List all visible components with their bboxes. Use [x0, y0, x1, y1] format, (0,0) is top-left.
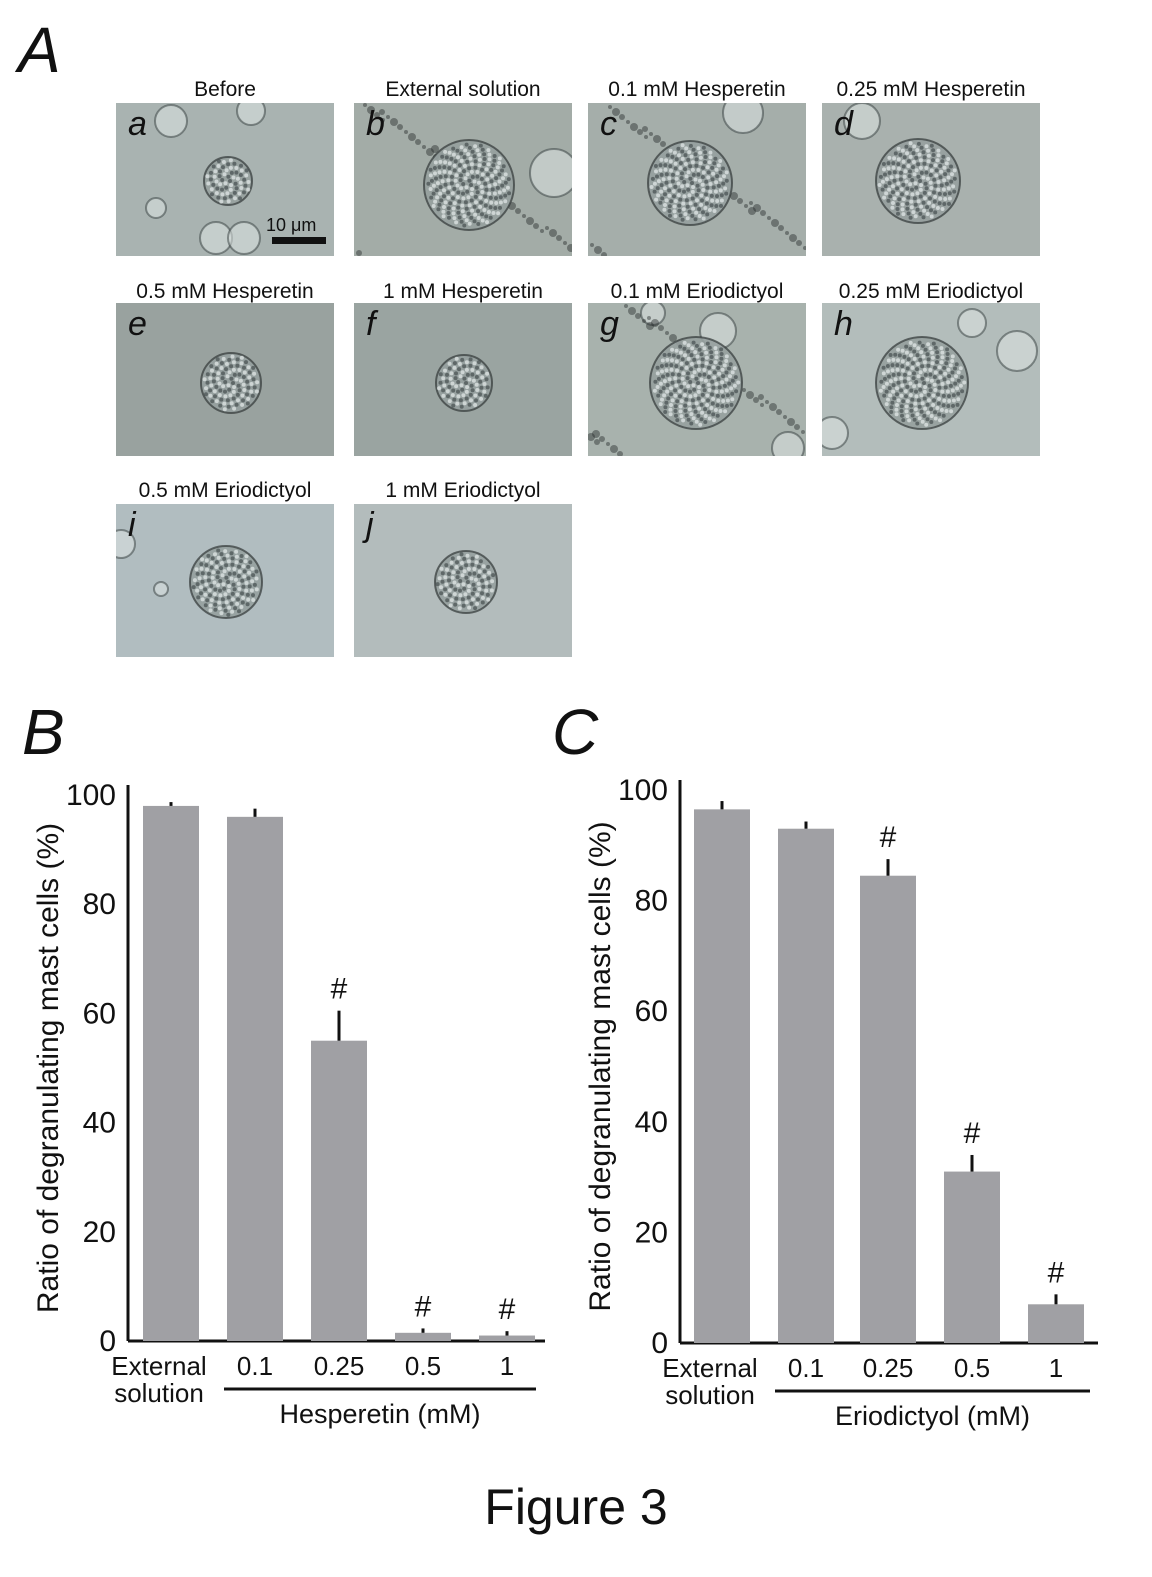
micrograph-label-a: a [128, 105, 147, 143]
micrograph-label-f: f [366, 305, 376, 343]
micrograph-label-b: b [366, 105, 385, 143]
y-tick-label: 40 [83, 1107, 116, 1140]
y-tick-label: 0 [99, 1325, 116, 1358]
micrograph-c: c [588, 103, 806, 256]
panel-label-c: C [552, 696, 599, 768]
x-tick-label: 1 [1049, 1353, 1063, 1383]
micrograph-caption-c: 0.1 mM Hesperetin [608, 78, 786, 101]
panel-label-b: B [22, 696, 65, 768]
y-tick-label: 100 [618, 774, 668, 807]
bar [143, 805, 199, 1341]
x-tick-label: 0.1 [237, 1351, 273, 1381]
micrograph-caption-b: External solution [385, 78, 541, 101]
x-axis-label: Eriodictyol (mM) [835, 1401, 1030, 1431]
x-tick-label: External [662, 1353, 757, 1383]
bar [860, 875, 916, 1343]
micrograph-e: e [116, 303, 334, 456]
micrograph-a: a [116, 103, 334, 256]
significance-mark: # [880, 821, 897, 854]
y-tick-label: 20 [635, 1216, 668, 1249]
x-tick-label: 0.25 [863, 1353, 914, 1383]
bar [479, 1335, 535, 1341]
micrograph-g: g [588, 303, 806, 456]
micrograph-label-i: i [128, 506, 136, 544]
micrograph-caption-h: 0.25 mM Eriodictyol [838, 280, 1024, 303]
micrograph-caption-a: Before [194, 78, 256, 101]
significance-mark: # [499, 1293, 516, 1326]
bar [944, 1171, 1000, 1343]
x-tick-label: 0.5 [954, 1353, 990, 1383]
y-tick-label: 60 [83, 997, 116, 1030]
micrograph-caption-e: 0.5 mM Hesperetin [136, 280, 314, 303]
y-axis-label: Ratio of degranulating mast cells (%) [32, 823, 65, 1313]
bar [227, 816, 283, 1341]
micrograph-j: j [354, 504, 572, 657]
bar [694, 809, 750, 1343]
scale-bar-label: 10 μm [266, 215, 317, 235]
micrograph-label-d: d [834, 105, 853, 143]
x-tick-label: 0.1 [788, 1353, 824, 1383]
micrograph-caption-g: 0.1 mM Eriodictyol [610, 280, 784, 303]
y-tick-label: 20 [83, 1216, 116, 1249]
micrograph-caption-i: 0.5 mM Eriodictyol [138, 479, 312, 502]
y-tick-label: 0 [651, 1327, 668, 1360]
micrograph-label-h: h [834, 305, 853, 343]
x-tick-label: 1 [500, 1351, 514, 1381]
micrograph-h: h [822, 303, 1040, 456]
figure-caption: Figure 3 [484, 1479, 668, 1535]
micrograph-label-g: g [600, 305, 619, 343]
x-tick-label: 0.5 [405, 1351, 441, 1381]
micrograph-label-c: c [600, 105, 617, 143]
y-tick-label: 80 [83, 888, 116, 921]
y-tick-label: 60 [635, 995, 668, 1028]
significance-mark: # [331, 973, 348, 1006]
panel-label-a: A [18, 14, 61, 86]
micrograph-caption-d: 0.25 mM Hesperetin [836, 78, 1026, 101]
x-tick-label: solution [665, 1380, 755, 1410]
micrograph-i: i [116, 504, 334, 657]
micrograph-label-e: e [128, 305, 147, 343]
significance-mark: # [964, 1117, 981, 1150]
y-axis-label: Ratio of degranulating mast cells (%) [584, 821, 617, 1311]
bar [778, 828, 834, 1343]
micrograph-d: d [822, 103, 1040, 256]
x-tick-label: solution [114, 1378, 204, 1408]
bar [311, 1040, 367, 1341]
micrograph-caption-f: 1 mM Hesperetin [383, 280, 543, 303]
bar [395, 1332, 451, 1341]
x-axis-label: Hesperetin (mM) [279, 1399, 480, 1429]
scale-bar [272, 237, 326, 244]
x-tick-label: 0.25 [314, 1351, 365, 1381]
y-tick-label: 100 [66, 779, 116, 812]
x-tick-label: External [111, 1351, 206, 1381]
micrograph-f: f [354, 303, 572, 456]
y-tick-label: 80 [635, 885, 668, 918]
micrograph-b: b [354, 103, 572, 256]
micrograph-caption-j: 1 mM Eriodictyol [385, 479, 541, 502]
y-tick-label: 40 [635, 1106, 668, 1139]
significance-mark: # [415, 1290, 432, 1323]
micrograph-label-j: j [366, 506, 374, 544]
significance-mark: # [1048, 1256, 1065, 1289]
bar [1028, 1304, 1084, 1343]
